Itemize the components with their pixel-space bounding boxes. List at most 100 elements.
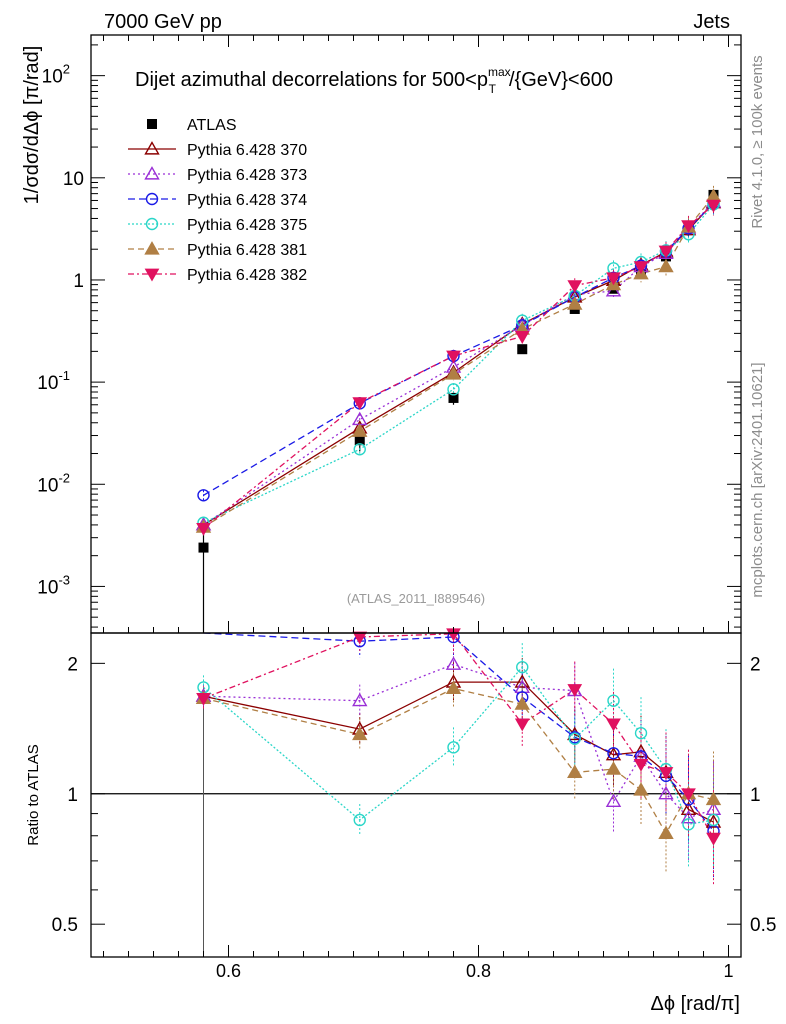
series-4-ratio-point	[633, 782, 649, 796]
legend-label-4: Pythia 6.428 381	[187, 242, 307, 259]
ratio-tick-label: 2	[67, 654, 78, 675]
ratio-tick-label: 0.5	[52, 915, 78, 936]
y-tick-label: 102	[42, 62, 70, 88]
series-5-point	[633, 261, 649, 275]
series-5-point	[681, 220, 696, 234]
axes-ticks: 0.6 0.8 1 10-3 10-2 10-1 1 10 102 0.5 0.5 1 1 2 2	[37, 35, 776, 981]
series-5-point	[514, 331, 530, 344]
series-4-point	[445, 366, 462, 380]
mcplots-label: mcplots.cern.ch [arXiv:2401.10621]	[749, 362, 766, 597]
series-5-ratio-line	[203, 633, 715, 839]
series-4-point	[352, 423, 368, 437]
series-5-line	[203, 204, 714, 529]
series-lines	[203, 195, 715, 839]
series-4-ratio-point	[605, 761, 622, 775]
legend-marker-2	[145, 192, 159, 206]
series-0-ratio-point	[705, 814, 722, 828]
legend-marker-5	[144, 268, 160, 282]
x-axis-label: Δϕ [rad/π]	[651, 993, 741, 1015]
legend-label-1: Pythia 6.428 373	[187, 167, 307, 184]
atlas-point	[198, 542, 209, 553]
chart-title-suffix: /{GeV}<600	[509, 69, 613, 91]
series-3-ratio-line	[203, 666, 714, 826]
series-2-ratio-line	[203, 632, 715, 832]
ratio-tick-label-right: 2	[750, 654, 761, 675]
x-tick-label: 0.6	[216, 961, 241, 981]
series-5-point	[196, 523, 211, 536]
series-5-ratio-point	[352, 631, 368, 645]
series-5-point	[567, 280, 583, 294]
series-2-point	[197, 489, 210, 502]
legend-marker-3	[145, 217, 159, 231]
series-5-point	[606, 272, 621, 286]
series-4-ratio-point	[658, 825, 674, 839]
series-0-ratio-line	[203, 681, 714, 823]
series-0-ratio-point	[514, 674, 530, 688]
series-5-point	[706, 199, 721, 213]
series-3-ratio-point	[707, 813, 720, 827]
series-5-ratio-point	[658, 767, 674, 780]
y-tick-label: 1	[73, 271, 84, 292]
legend-marker-atlas	[147, 119, 157, 129]
data-markers	[195, 188, 722, 846]
atlas-point	[354, 435, 365, 446]
series-1-ratio-point	[680, 809, 697, 824]
series-4-point	[567, 296, 583, 310]
x-tick-label: 1	[723, 961, 733, 981]
legend-label-3: Pythia 6.428 375	[187, 217, 307, 234]
atlas-point	[517, 344, 528, 355]
legend-marker-4	[144, 241, 160, 255]
legend: ATLAS Pythia 6.428 370 Pythia 6.428 373 Pyt…	[128, 117, 307, 284]
y-axis-label: 1/σdσ/dΔϕ [π/rad]	[21, 46, 43, 205]
series-4-ratio-point	[352, 726, 368, 741]
x-tick-label: 0.8	[466, 961, 491, 981]
analysis-watermark: (ATLAS_2011_I889546)	[347, 591, 485, 606]
series-1-ratio-point	[605, 793, 622, 808]
series-5-point	[446, 350, 461, 364]
series-2-ratio-point	[607, 747, 620, 760]
legend-marker-0	[144, 141, 160, 155]
series-3-ratio-point	[516, 660, 529, 674]
legend-label-2: Pythia 6.428 374	[187, 192, 307, 209]
chart-title-sup: max	[488, 65, 511, 79]
series-4-ratio-point	[445, 680, 462, 695]
series-3-point	[353, 443, 366, 456]
series-3-point	[447, 383, 460, 396]
chart-title: Dijet azimuthal decorrelations for 500<p…	[135, 65, 613, 96]
series-4-line	[203, 195, 715, 528]
series-5-ratio-point	[514, 718, 530, 732]
series-1-ratio-point	[352, 692, 368, 707]
series-4-ratio-line	[203, 687, 714, 835]
ratio-tick-label: 1	[67, 785, 78, 806]
series-3-ratio-point	[682, 818, 695, 831]
series-0-ratio-point	[633, 743, 649, 758]
header-left: 7000 GeV pp	[104, 11, 222, 33]
y-tick-label: 10-2	[37, 470, 70, 496]
legend-label-5: Pythia 6.428 382	[187, 267, 307, 284]
rivet-label: Rivet 4.1.0, ≥ 100k events	[749, 55, 766, 228]
series-3-ratio-point	[634, 726, 648, 740]
series-4-ratio-point	[705, 791, 722, 806]
ratio-tick-label-right: 1	[750, 785, 761, 806]
series-5-ratio-point	[633, 758, 649, 772]
series-5-ratio-point	[196, 693, 211, 706]
chart-title-prefix: Dijet azimuthal decorrelations for 500<p	[135, 69, 488, 91]
ratio-panel-frame	[90, 632, 742, 958]
series-5-ratio-point	[681, 788, 696, 802]
series-3-line	[203, 203, 714, 524]
header-right: Jets	[693, 11, 730, 33]
series-3-ratio-point	[607, 694, 620, 707]
series-5-ratio-point	[606, 718, 621, 732]
y-tick-label: 10-1	[37, 368, 70, 394]
series-3-ratio-point	[568, 732, 581, 745]
series-4-point	[658, 258, 674, 273]
plot-frames	[90, 34, 742, 958]
legend-label-0: Pythia 6.428 370	[187, 142, 307, 159]
series-4-ratio-point	[567, 764, 583, 779]
atlas-point	[448, 392, 459, 403]
ratio-tick-label-right: 0.5	[750, 915, 776, 936]
ratio-axis-label: Ratio to ATLAS	[25, 744, 42, 845]
series-4-ratio-point	[514, 696, 530, 710]
series-1-line	[203, 201, 714, 526]
